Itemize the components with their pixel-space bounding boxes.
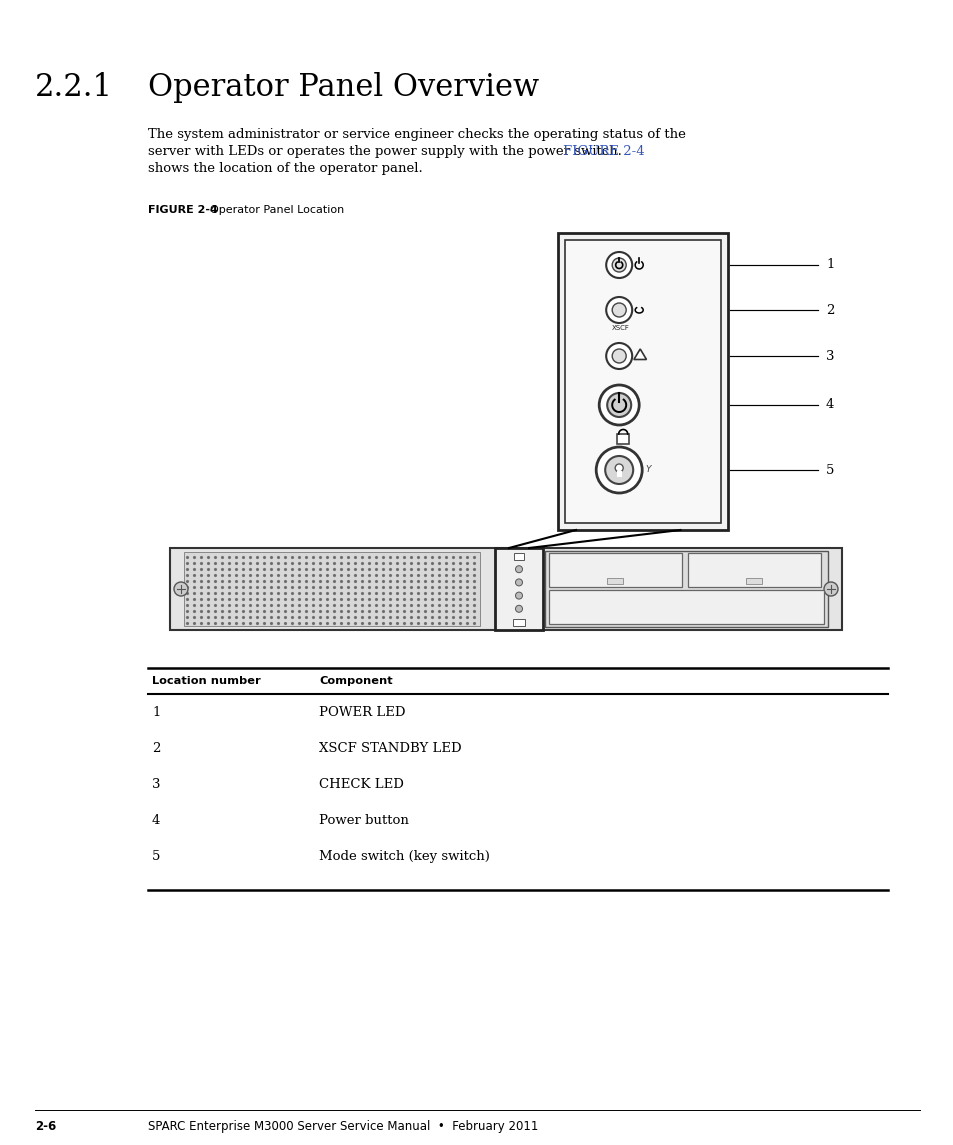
Bar (544, 551, 827, 627)
Text: Component: Component (318, 676, 393, 686)
Bar (548, 590, 823, 624)
Circle shape (615, 464, 622, 472)
Bar (184, 552, 479, 626)
Circle shape (605, 252, 632, 278)
Text: CHECK LED: CHECK LED (318, 777, 403, 791)
Bar (548, 553, 681, 587)
Text: 3: 3 (825, 349, 834, 363)
Text: 1: 1 (825, 259, 834, 271)
Text: POWER LED: POWER LED (318, 706, 405, 719)
Text: The system administrator or service engineer checks the operating status of the: The system administrator or service engi… (148, 128, 685, 141)
Text: 3: 3 (152, 777, 160, 791)
Text: 2: 2 (825, 303, 834, 316)
Text: Y: Y (644, 466, 650, 474)
Text: 2: 2 (152, 742, 160, 755)
Bar (170, 548, 841, 630)
Bar (495, 548, 542, 630)
Text: Operator Panel Overview: Operator Panel Overview (148, 72, 538, 103)
Bar (514, 553, 523, 560)
Text: Operator Panel Location: Operator Panel Location (210, 205, 344, 215)
Text: 4: 4 (152, 814, 160, 827)
Circle shape (515, 592, 522, 599)
Circle shape (515, 606, 522, 613)
Circle shape (515, 579, 522, 586)
Circle shape (606, 393, 631, 417)
Bar (617, 434, 629, 444)
Polygon shape (633, 349, 646, 360)
Bar (558, 232, 727, 530)
Circle shape (173, 582, 188, 597)
Circle shape (823, 582, 837, 597)
Text: Location number: Location number (152, 676, 260, 686)
Bar (687, 553, 821, 587)
Text: FIGURE 2-4: FIGURE 2-4 (148, 205, 217, 215)
Text: shows the location of the operator panel.: shows the location of the operator panel… (148, 161, 422, 175)
Bar (513, 619, 524, 626)
Bar (564, 240, 720, 523)
Text: 2-6: 2-6 (35, 1120, 56, 1134)
Circle shape (598, 385, 639, 425)
Bar (616, 471, 621, 477)
Text: XSCF: XSCF (612, 325, 630, 331)
Bar (606, 578, 622, 584)
Text: FIGURE 2-4: FIGURE 2-4 (562, 145, 644, 158)
Text: 5: 5 (825, 464, 834, 476)
Text: 5: 5 (152, 850, 160, 863)
Circle shape (605, 344, 632, 369)
Text: Mode switch (key switch): Mode switch (key switch) (318, 850, 489, 863)
Text: 4: 4 (825, 398, 834, 411)
Text: 2.2.1: 2.2.1 (35, 72, 112, 103)
Circle shape (596, 447, 641, 493)
Text: XSCF STANDBY LED: XSCF STANDBY LED (318, 742, 461, 755)
Circle shape (612, 349, 625, 363)
Text: server with LEDs or operates the power supply with the power switch.: server with LEDs or operates the power s… (148, 145, 625, 158)
Circle shape (612, 258, 625, 273)
Text: 1: 1 (152, 706, 160, 719)
Circle shape (612, 303, 625, 317)
Text: Power button: Power button (318, 814, 409, 827)
Circle shape (515, 566, 522, 572)
Circle shape (604, 456, 633, 484)
Text: SPARC Enterprise M3000 Server Service Manual  •  February 2011: SPARC Enterprise M3000 Server Service Ma… (148, 1120, 537, 1134)
Bar (745, 578, 761, 584)
Circle shape (605, 297, 632, 323)
